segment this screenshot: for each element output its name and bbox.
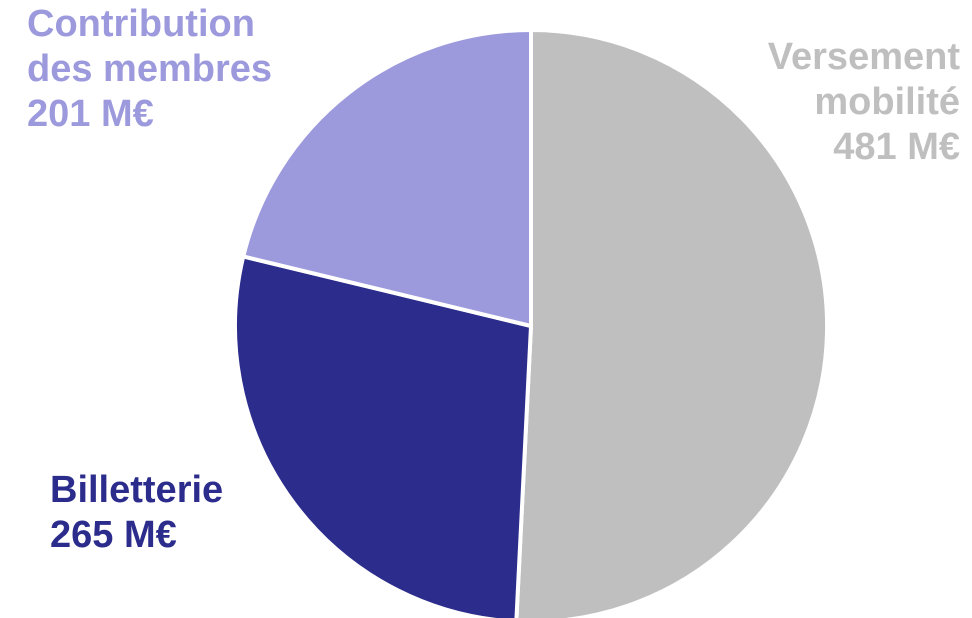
pie-slices: [233, 28, 829, 618]
slice-label-line: Billetterie: [50, 469, 224, 511]
pie-slice-versement-mobilite: [514, 28, 829, 618]
slice-value-label: 481 M€: [833, 126, 960, 168]
slice-value-label: 201 M€: [27, 93, 154, 135]
slice-label-billetterie: Billetterie 265 M€: [50, 468, 223, 558]
pie-slice-contribution-des-membres: [241, 28, 533, 328]
slice-value-label: 265 M€: [50, 514, 177, 556]
slice-label-line: Versement: [767, 36, 960, 78]
slice-label-line: Contribution: [27, 3, 255, 45]
slice-label-contribution-des-membres: Contribution des membres 201 M€: [27, 2, 272, 137]
pie-slice-billetterie: [233, 254, 533, 618]
slice-label-versement-mobilite: Versement mobilité 481 M€: [768, 35, 960, 170]
slice-label-line: des membres: [27, 48, 273, 90]
slice-label-line: mobilité: [814, 81, 960, 123]
